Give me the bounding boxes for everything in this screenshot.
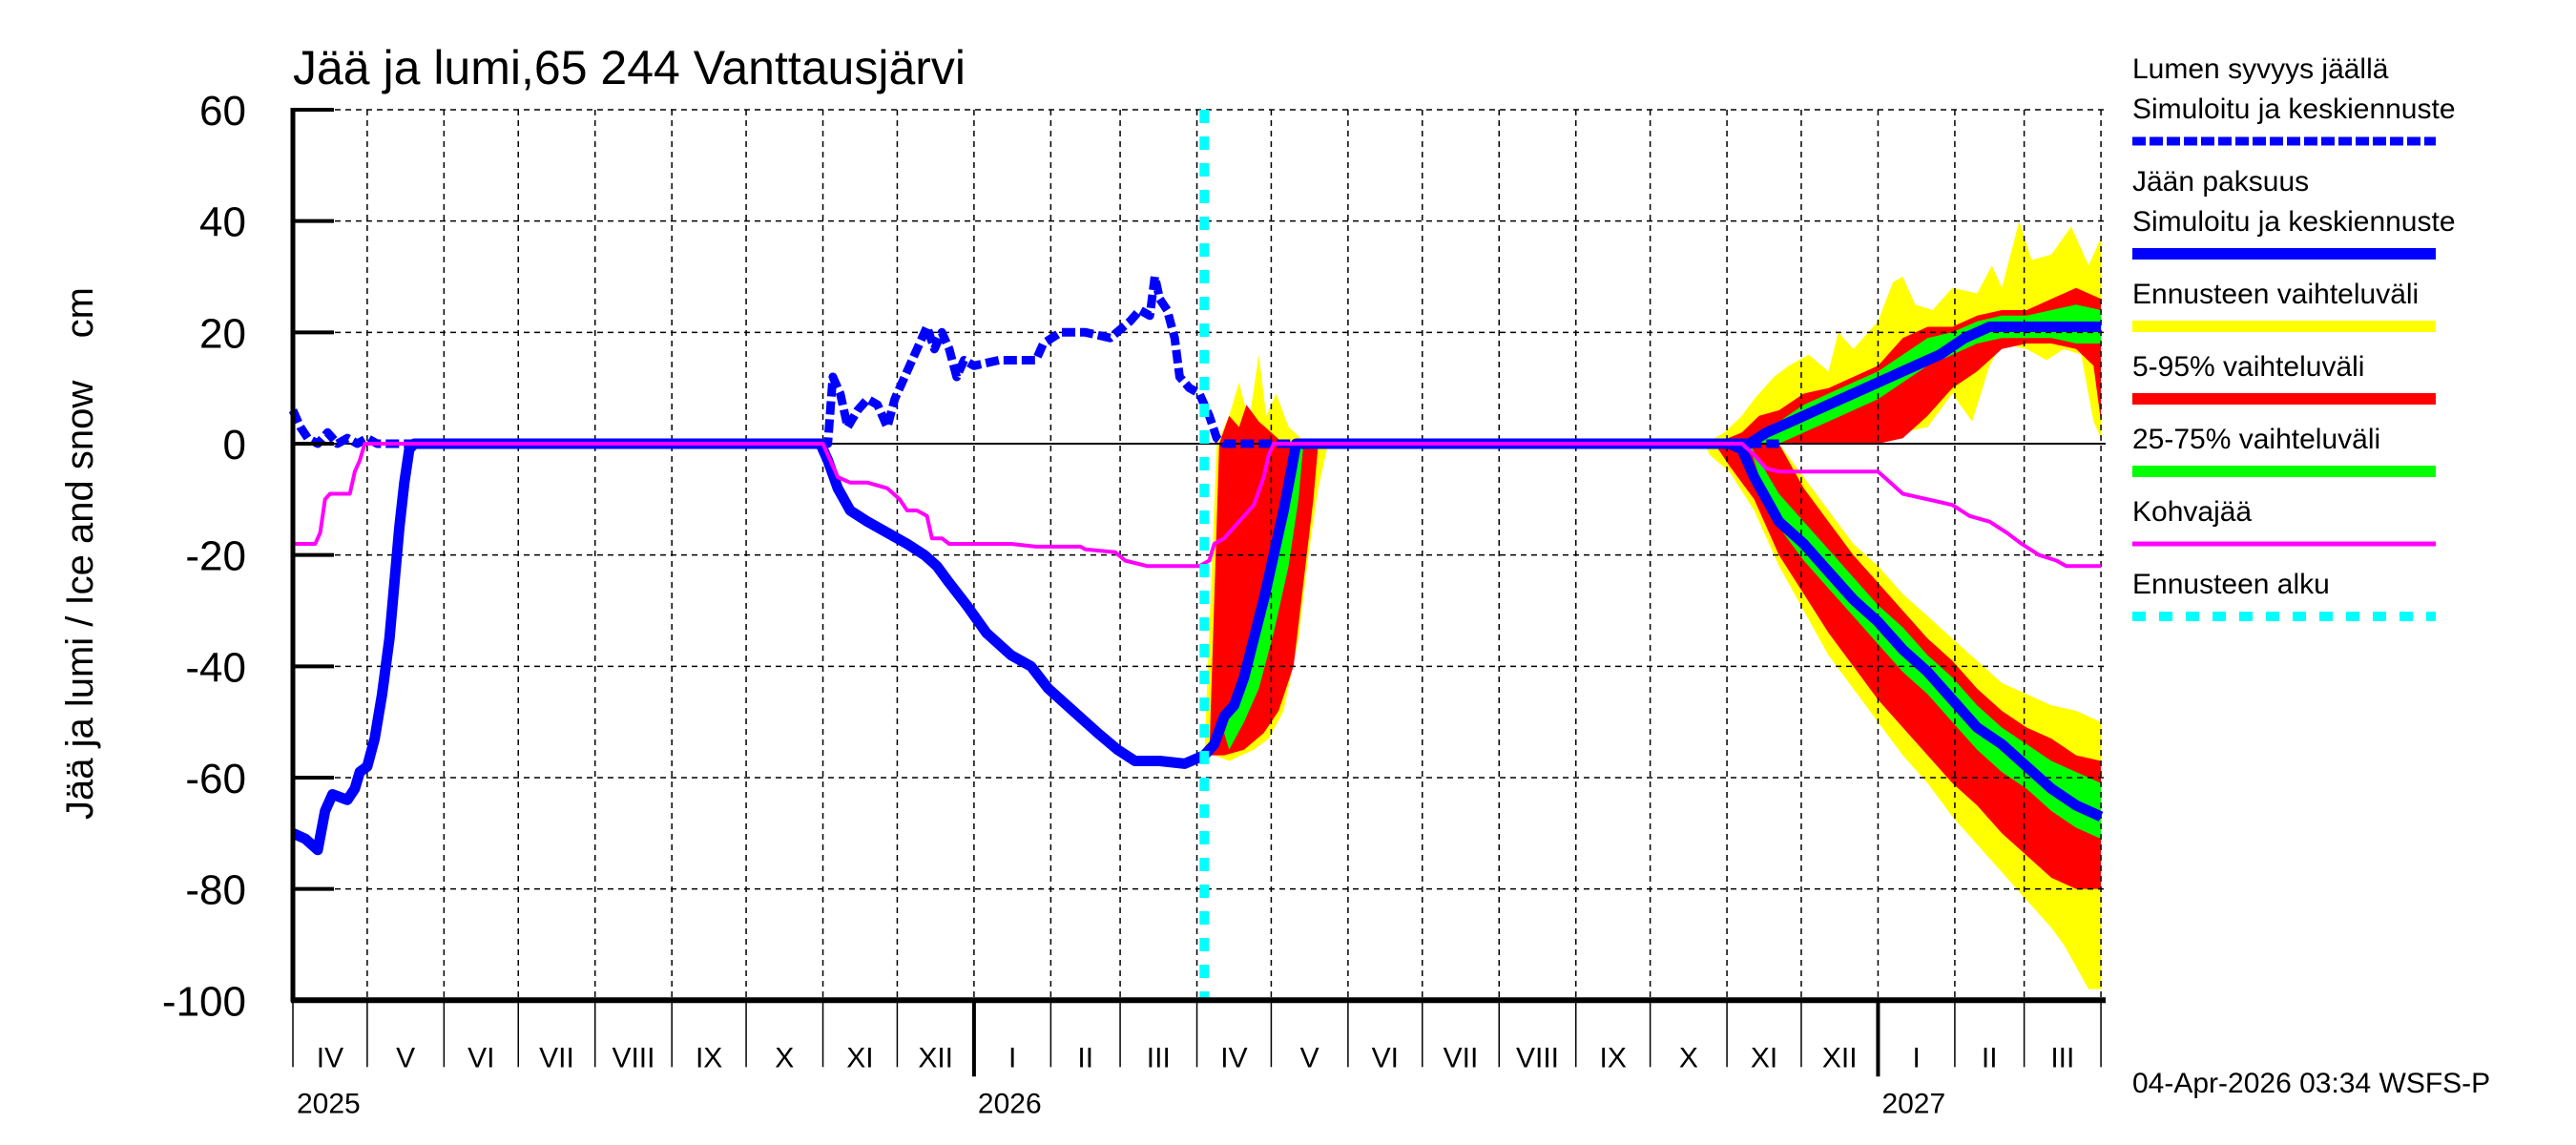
legend-label: Kohvajää — [2132, 496, 2252, 528]
legend-label: Ennusteen vaihteluväli — [2132, 279, 2419, 310]
legend-label: 5-95% vaihteluväli — [2132, 351, 2364, 383]
month-label: XI — [846, 1042, 873, 1073]
y-axis-label: Jää ja lumi / Ice and snow cm — [59, 287, 101, 820]
month-label: IV — [1220, 1042, 1247, 1073]
y-tick-label: -60 — [185, 756, 246, 802]
grid — [293, 109, 2106, 1001]
legend-label: Ennusteen alku — [2132, 569, 2330, 600]
month-label: VI — [1372, 1042, 1399, 1073]
ice-thickness-line — [1200, 438, 2104, 822]
chart-title: Jää ja lumi,65 244 Vanttausjärvi — [293, 41, 966, 94]
y-tick-label: 60 — [199, 88, 246, 135]
month-label: IV — [317, 1042, 343, 1073]
y-tick-label: 0 — [223, 422, 246, 468]
month-label: I — [1008, 1042, 1016, 1073]
month-label: X — [775, 1042, 794, 1073]
y-tick-label: -100 — [162, 978, 246, 1025]
month-label: XII — [1822, 1042, 1858, 1073]
month-label: VI — [467, 1042, 494, 1073]
slush-ice-line — [293, 442, 2102, 569]
ice-thickness-line — [290, 438, 1207, 856]
year-label: 2027 — [1881, 1088, 1945, 1119]
month-label: XI — [1751, 1042, 1777, 1073]
month-label: V — [1300, 1042, 1319, 1073]
month-label: VII — [1444, 1042, 1479, 1073]
legend-label: Simuloitu ja keskiennuste — [2132, 94, 2456, 125]
month-label: III — [1147, 1042, 1171, 1073]
month-label: III — [2050, 1042, 2074, 1073]
legend: Lumen syvyys jäällä Simuloitu ja keskienn… — [2132, 53, 2456, 621]
legend-label: Lumen syvyys jäällä — [2132, 53, 2389, 85]
month-label: IX — [1599, 1042, 1626, 1073]
month-label: VIII — [612, 1042, 654, 1073]
month-label: I — [1913, 1042, 1921, 1073]
band-00ff00 — [1749, 444, 2102, 840]
month-label: X — [1679, 1042, 1698, 1073]
legend-label: 25-75% vaihteluväli — [2132, 424, 2380, 455]
y-tick-label: -40 — [185, 644, 246, 691]
legend-label: Jään paksuus — [2132, 166, 2309, 198]
band-00ff00 — [1749, 304, 2102, 444]
month-label: II — [1077, 1042, 1093, 1073]
y-tick-label: 40 — [199, 199, 246, 246]
month-label: II — [1982, 1042, 1998, 1073]
y-tick-label: 20 — [199, 310, 246, 357]
snow-depth-line — [288, 272, 1779, 448]
month-label: VIII — [1516, 1042, 1559, 1073]
year-label: 2026 — [978, 1088, 1042, 1119]
legend-label: Simuloitu ja keskiennuste — [2132, 206, 2456, 238]
month-label: VII — [539, 1042, 574, 1073]
timestamp: 04-Apr-2026 03:34 WSFS-P — [2132, 1068, 2490, 1099]
series-lines — [288, 110, 2104, 1001]
y-tick-label: -20 — [185, 533, 246, 580]
month-label: V — [396, 1042, 415, 1073]
month-label: IX — [696, 1042, 722, 1073]
y-tick-label: -80 — [185, 867, 246, 914]
year-label: 2025 — [297, 1088, 361, 1119]
ice-thickness-line — [1729, 322, 2102, 449]
month-label: XII — [918, 1042, 953, 1073]
